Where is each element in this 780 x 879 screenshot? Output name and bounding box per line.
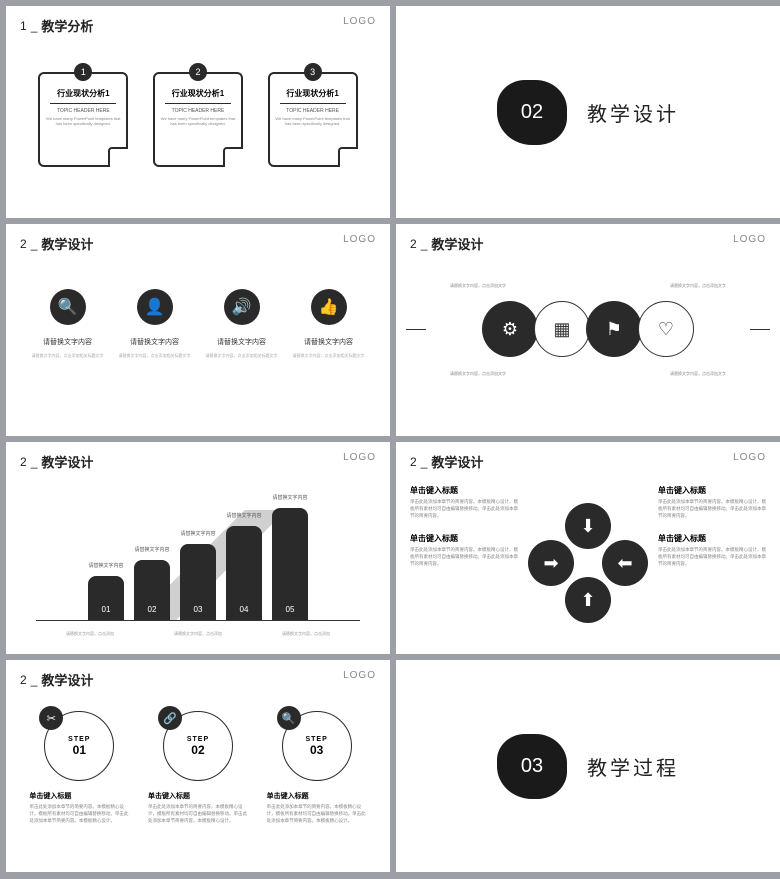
thumb-icon: 👍 xyxy=(311,289,347,325)
slide-2: 02 教学设计 xyxy=(396,6,780,218)
step-circle: 🔗STEP02 xyxy=(163,711,233,781)
heart-icon: ♡ xyxy=(638,301,694,357)
bar-01: 请替换文字内容01 xyxy=(88,576,124,620)
section-badge: 02 xyxy=(497,80,567,145)
slide-number: 1 xyxy=(20,19,27,33)
sound-icon: 🔊 xyxy=(224,289,260,325)
logo-text: LOGO xyxy=(343,16,376,27)
step-circle: ✂STEP01 xyxy=(44,711,114,781)
arrow-left-icon: ⬅ xyxy=(602,540,648,586)
slide-title: 教学分析 xyxy=(41,16,93,35)
slide-3: 2_教学设计 LOGO 🔍请替换文字内容请替换文字内容，点击添加相关标题文字 👤… xyxy=(6,224,390,436)
slide-4: 2_教学设计 LOGO 请替换文字内容，点击添加文字请替换文字内容，点击添加文字… xyxy=(396,224,780,436)
slide-7: 2_教学设计 LOGO ✂STEP01单击键入标题单击此处添加本章节的简要内容。… xyxy=(6,660,390,872)
section-title: 教学过程 xyxy=(587,752,679,781)
arrow-right-icon: ➡ xyxy=(528,540,574,586)
step-circle: 🔍STEP03 xyxy=(282,711,352,781)
circle-chain: ⚙ ▦ ⚑ ♡ xyxy=(420,301,756,357)
gear-icon: ⚙ xyxy=(482,301,538,357)
grid-icon: ▦ xyxy=(534,301,590,357)
flag-icon: ⚑ xyxy=(586,301,642,357)
arrow-diamond: ⬇ ➡ ⬅ ⬆ xyxy=(528,503,648,623)
bar-03: 请替换文字内容03 xyxy=(180,544,216,620)
search-icon: 🔍 xyxy=(277,706,301,730)
notes-row: 1行业现状分析1TOPIC HEADER HEREWe have many Po… xyxy=(6,35,390,167)
arrow-up-icon: ⬆ xyxy=(565,577,611,623)
link-icon: 🔗 xyxy=(158,706,182,730)
slide-grid: 1_教学分析 LOGO 1行业现状分析1TOPIC HEADER HEREWe … xyxy=(0,0,780,878)
slide-1: 1_教学分析 LOGO 1行业现状分析1TOPIC HEADER HEREWe … xyxy=(6,6,390,218)
slide-5: 2_教学设计 LOGO 请替换文字内容01 请替换文字内容02 请替换文字内容0… xyxy=(6,442,390,654)
user-icon: 👤 xyxy=(137,289,173,325)
section-badge: 03 xyxy=(497,734,567,799)
bar-05: 请替换文字内容05 xyxy=(272,508,308,620)
search-icon: 🔍 xyxy=(50,289,86,325)
arrow-down-icon: ⬇ xyxy=(565,503,611,549)
scissors-icon: ✂ xyxy=(39,706,63,730)
note-card: 2行业现状分析1TOPIC HEADER HEREWe have many Po… xyxy=(153,63,243,167)
section-title: 教学设计 xyxy=(587,98,679,127)
bar-02: 请替换文字内容02 xyxy=(134,560,170,620)
icon-row: 🔍请替换文字内容请替换文字内容，点击添加相关标题文字 👤请替换文字内容请替换文字… xyxy=(6,253,390,359)
bar-chart: 请替换文字内容01 请替换文字内容02 请替换文字内容03 请替换文字内容04 … xyxy=(36,491,360,621)
note-card: 1行业现状分析1TOPIC HEADER HEREWe have many Po… xyxy=(38,63,128,167)
bar-04: 请替换文字内容04 xyxy=(226,526,262,620)
note-card: 3行业现状分析1TOPIC HEADER HEREWe have many Po… xyxy=(268,63,358,167)
slide-6: 2_教学设计 LOGO 单击键入标题单击此处添加本章节的简要内容。本模板精心设计… xyxy=(396,442,780,654)
slide-8: 03 教学过程 xyxy=(396,660,780,872)
